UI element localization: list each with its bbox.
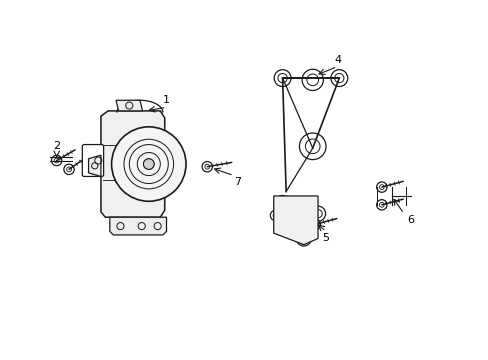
Circle shape <box>309 219 320 229</box>
Circle shape <box>299 133 325 159</box>
Text: 5: 5 <box>322 233 329 243</box>
Circle shape <box>111 127 185 201</box>
Circle shape <box>310 206 325 221</box>
Text: 3: 3 <box>125 141 133 151</box>
Circle shape <box>124 182 134 192</box>
Circle shape <box>143 159 154 169</box>
Polygon shape <box>88 155 101 176</box>
Circle shape <box>64 164 74 175</box>
Polygon shape <box>101 111 164 217</box>
Circle shape <box>376 200 386 210</box>
Circle shape <box>270 210 280 221</box>
Polygon shape <box>273 196 317 245</box>
Circle shape <box>274 70 290 86</box>
Circle shape <box>296 231 311 246</box>
Text: 2: 2 <box>53 141 60 151</box>
Polygon shape <box>116 100 142 111</box>
Polygon shape <box>110 217 166 235</box>
Circle shape <box>275 195 289 211</box>
Circle shape <box>275 220 289 234</box>
FancyBboxPatch shape <box>82 145 103 176</box>
Text: 4: 4 <box>333 55 341 66</box>
Circle shape <box>376 182 386 192</box>
Circle shape <box>302 69 323 90</box>
Circle shape <box>330 70 347 86</box>
Text: 1: 1 <box>163 95 170 105</box>
Circle shape <box>111 177 121 187</box>
Text: 7: 7 <box>233 177 241 187</box>
Circle shape <box>202 162 212 172</box>
Circle shape <box>51 155 61 166</box>
Text: 6: 6 <box>407 215 414 225</box>
